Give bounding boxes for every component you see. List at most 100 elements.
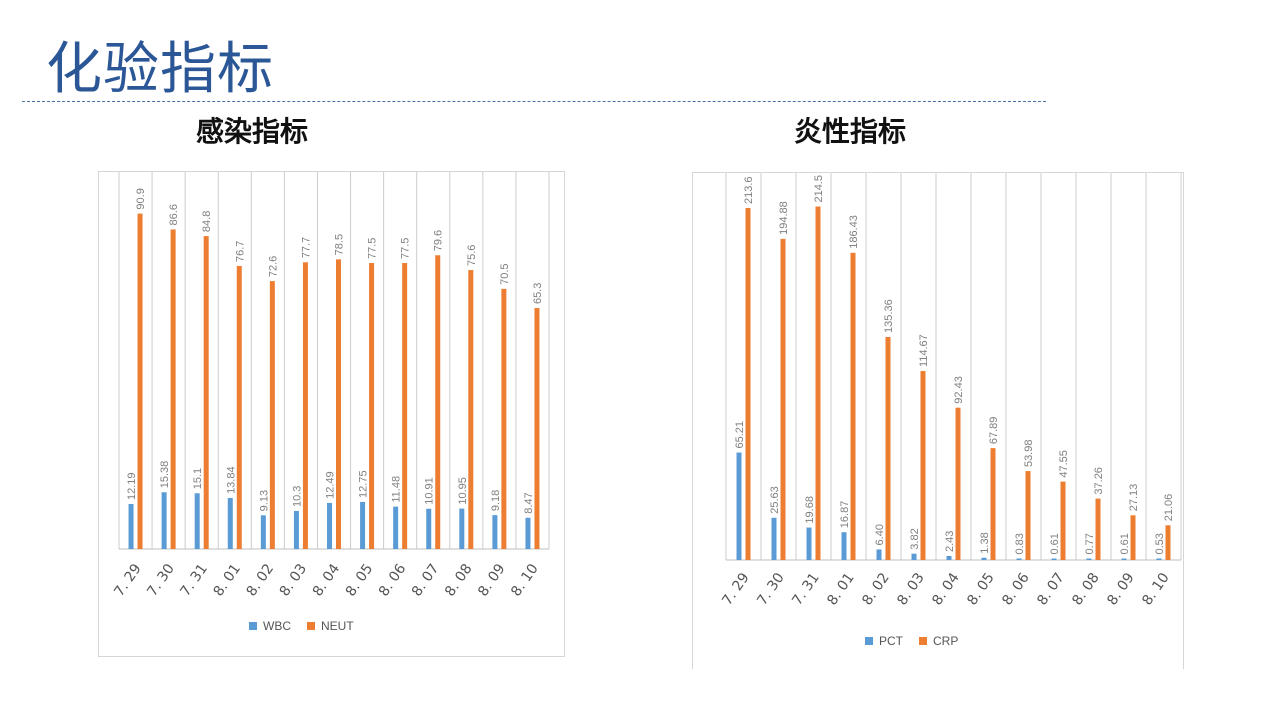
data-label-wbc-8-07: 10.91 — [424, 477, 436, 505]
data-label-pct-8-08: 0.77 — [1084, 533, 1096, 554]
bar-neut-8-05 — [369, 263, 375, 549]
data-label-pct-7-29: 65.21 — [734, 421, 746, 449]
bar-crp-8-01 — [850, 252, 856, 560]
bar-neut-8-08 — [468, 270, 474, 549]
bar-neut-7-31 — [203, 236, 209, 549]
data-label-crp-7-29: 213.6 — [743, 176, 755, 204]
tick-label-8-08: 8. 08 — [1069, 570, 1103, 608]
data-label-pct-8-01: 16.87 — [839, 501, 851, 529]
data-label-pct-7-31: 19.68 — [804, 496, 816, 524]
chart-title-infection: 感染指标 — [196, 115, 309, 148]
tick-label-7-30: 7. 30 — [754, 570, 788, 608]
tick-label-8-07: 8. 07 — [1034, 570, 1068, 608]
bar-wbc-8-01 — [227, 497, 233, 549]
bar-crp-8-02 — [885, 336, 891, 560]
tick-label-7-31: 7. 31 — [177, 561, 211, 599]
tick-label-8-01: 8. 01 — [824, 570, 858, 608]
bar-crp-8-10 — [1165, 525, 1171, 560]
bar-wbc-7-31 — [194, 493, 200, 549]
data-label-crp-7-31: 214.5 — [813, 175, 825, 203]
chart-infection-legend: WBC NEUT — [249, 619, 364, 633]
data-label-wbc-8-09: 9.18 — [490, 490, 502, 511]
data-label-neut-8-03: 77.7 — [300, 237, 312, 258]
data-label-neut-7-30: 86.6 — [168, 204, 180, 225]
data-label-neut-8-01: 76.7 — [234, 241, 246, 262]
data-label-crp-8-04: 92.43 — [953, 376, 965, 404]
legend-swatch-crp — [919, 637, 927, 645]
bar-crp-8-06 — [1025, 471, 1031, 560]
bar-pct-8-03 — [911, 553, 917, 560]
data-label-crp-8-03: 114.67 — [918, 334, 930, 367]
data-label-wbc-7-30: 15.38 — [159, 461, 171, 489]
data-label-crp-8-06: 53.98 — [1023, 440, 1035, 468]
bar-pct-8-06 — [1016, 558, 1022, 560]
bar-wbc-8-08 — [459, 508, 465, 549]
bar-pct-8-01 — [841, 532, 847, 560]
tick-label-8-10: 8. 10 — [1139, 570, 1173, 608]
legend-label-pct: PCT — [879, 634, 903, 648]
data-label-wbc-8-05: 12.75 — [358, 470, 370, 498]
bar-crp-8-09 — [1130, 515, 1136, 560]
tick-label-8-09: 8. 09 — [1104, 570, 1138, 608]
data-label-crp-8-01: 186.43 — [848, 215, 860, 249]
tick-label-8-04: 8. 04 — [310, 561, 344, 599]
tick-label-7-30: 7. 30 — [144, 561, 178, 599]
tick-label-8-07: 8. 07 — [409, 561, 443, 599]
data-label-neut-8-06: 77.5 — [400, 238, 412, 259]
bar-wbc-8-10 — [525, 517, 531, 549]
bar-neut-8-07 — [435, 255, 441, 549]
legend-label-crp: CRP — [933, 634, 959, 648]
legend-swatch-neut — [307, 622, 315, 630]
tick-label-7-29: 7. 29 — [719, 570, 753, 608]
data-label-neut-8-07: 79.6 — [433, 230, 445, 251]
tick-label-8-10: 8. 10 — [508, 561, 542, 599]
tick-label-7-29: 7. 29 — [111, 561, 145, 599]
legend-swatch-pct — [865, 637, 873, 645]
bar-neut-7-29 — [137, 213, 143, 550]
chart-inflammation-svg: 65.21 25.63 19.68 16.87 6.40 3.82 2.43 1.38 0.83… — [719, 173, 1182, 608]
data-label-crp-7-30: 194.88 — [778, 201, 790, 235]
bar-neut-8-02 — [269, 281, 275, 549]
bar-neut-8-03 — [302, 262, 308, 549]
data-label-crp-8-09: 27.13 — [1128, 484, 1140, 512]
tick-label-8-02: 8. 02 — [859, 570, 893, 608]
page-title: 化验指标 — [46, 37, 274, 102]
bar-neut-8-06 — [402, 263, 408, 549]
data-label-wbc-8-03: 10.3 — [291, 486, 303, 507]
bar-wbc-8-09 — [492, 515, 498, 549]
bar-wbc-7-29 — [128, 504, 134, 549]
chart-inflammation-legend: PCT CRP — [865, 634, 968, 648]
legend-label-neut: NEUT — [321, 619, 354, 633]
chart-title-inflammation: 炎性指标 — [794, 115, 907, 148]
bar-crp-8-04 — [955, 407, 961, 560]
data-label-neut-7-29: 90.9 — [135, 188, 147, 209]
chart-inflammation: 65.21 25.63 19.68 16.87 6.40 3.82 2.43 1.38 0.83… — [692, 172, 1184, 669]
bar-wbc-8-05 — [360, 501, 366, 549]
bar-neut-8-09 — [501, 288, 507, 549]
bar-wbc-8-03 — [293, 510, 299, 549]
tick-label-7-31: 7. 31 — [789, 570, 823, 608]
bar-wbc-8-07 — [426, 508, 432, 549]
data-label-wbc-7-29: 12.19 — [126, 472, 138, 500]
data-label-pct-8-04: 2.43 — [944, 531, 956, 552]
bar-pct-8-08 — [1086, 558, 1092, 560]
bar-wbc-8-04 — [327, 502, 332, 549]
bar-wbc-7-30 — [161, 492, 167, 549]
bar-pct-8-02 — [876, 549, 882, 560]
tick-label-8-05: 8. 05 — [964, 570, 998, 608]
tick-label-8-06: 8. 06 — [376, 561, 410, 599]
data-label-pct-8-06: 0.83 — [1014, 533, 1026, 554]
tick-label-8-04: 8. 04 — [929, 570, 963, 608]
bar-neut-8-01 — [236, 265, 242, 549]
bar-crp-7-31 — [815, 206, 821, 560]
data-label-pct-8-03: 3.82 — [909, 528, 921, 549]
data-label-wbc-8-01: 13.84 — [225, 466, 237, 494]
bar-wbc-8-06 — [393, 506, 399, 549]
chart-infection: 12.19 15.38 15.1 13.84 9.13 10.3 12.49 12.75 11.… — [98, 171, 565, 657]
data-label-pct-8-09: 0.61 — [1119, 533, 1131, 554]
bar-pct-8-07 — [1051, 558, 1057, 560]
tick-label-8-09: 8. 09 — [475, 561, 509, 599]
legend-swatch-wbc — [249, 622, 257, 630]
tick-label-8-02: 8. 02 — [244, 561, 278, 599]
bar-crp-8-07 — [1060, 481, 1066, 560]
